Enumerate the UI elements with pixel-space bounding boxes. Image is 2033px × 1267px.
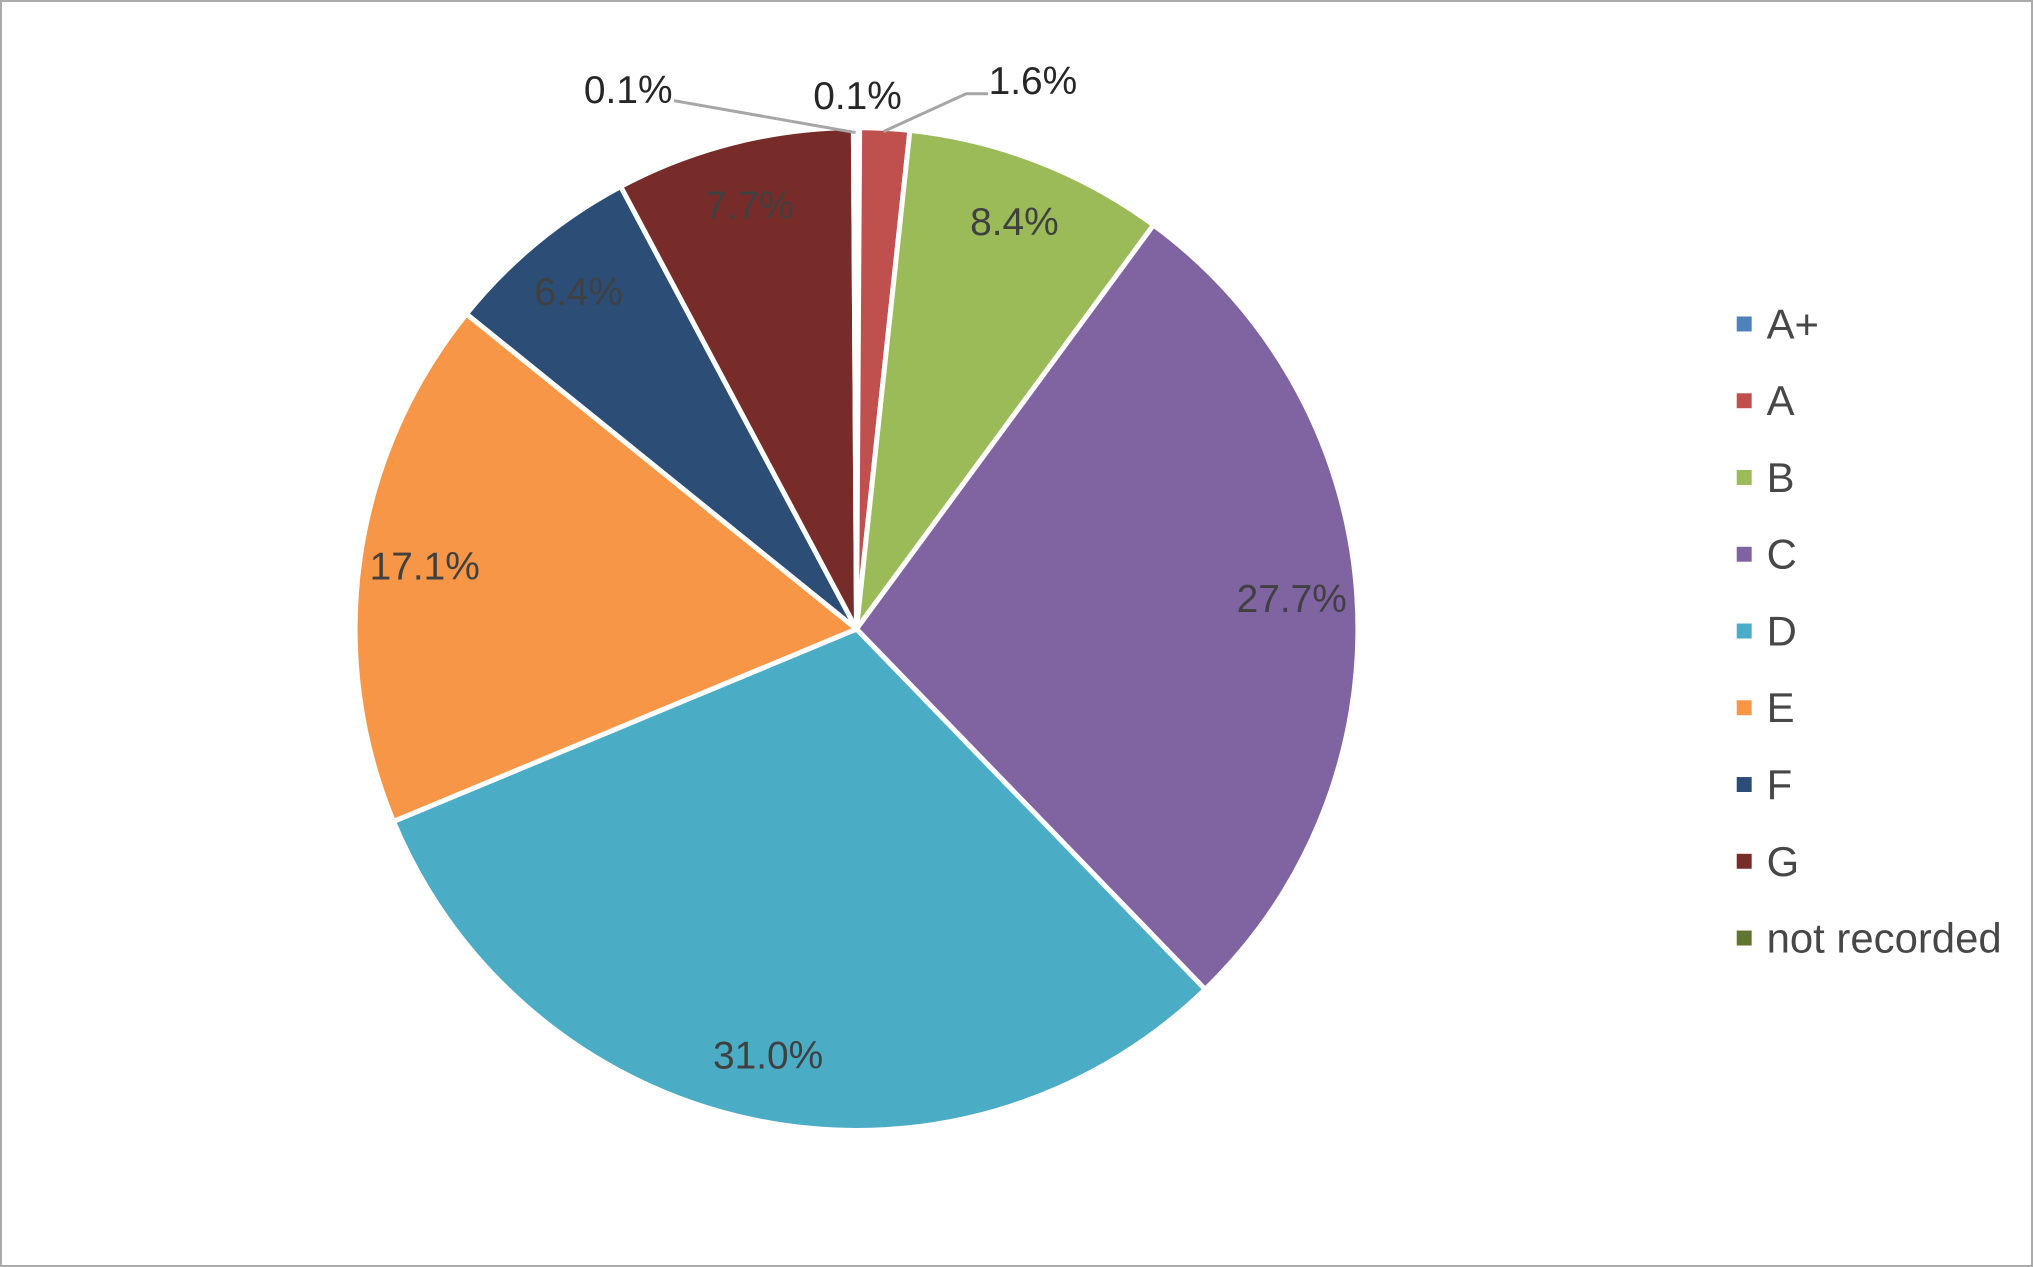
data-labels: 0.1% 1.6% 8.4% 27.7% 31.0% 17.1% 6.4% 7.7% 0.1% <box>370 60 1347 1077</box>
legend-label-A+: A+ <box>1767 300 1819 347</box>
legend-swatch-E <box>1736 700 1752 716</box>
data-label-F: 6.4% <box>534 271 623 314</box>
legend-label-not recorded: not recorded <box>1767 915 2002 962</box>
legend-item-D[interactable]: D <box>1736 608 1797 655</box>
legend-item-not recorded[interactable]: not recorded <box>1736 915 2002 962</box>
legend-label-G: G <box>1767 838 1800 885</box>
data-label-D: 31.0% <box>713 1035 823 1078</box>
legend-swatch-A <box>1736 393 1752 409</box>
legend-swatch-not recorded <box>1736 930 1752 946</box>
pie-slice-not recorded[interactable] <box>850 125 859 632</box>
legend-swatch-D <box>1736 623 1752 639</box>
pie-slice-F[interactable] <box>463 184 859 632</box>
legend-swatch-F <box>1736 777 1752 792</box>
legend-item-B[interactable]: B <box>1736 454 1795 501</box>
pie-slice-B[interactable] <box>854 127 1157 632</box>
legend-item-G[interactable]: G <box>1736 838 1800 885</box>
legend-label-F: F <box>1767 761 1793 808</box>
legend-item-C[interactable]: C <box>1736 531 1797 578</box>
pie-slice-D[interactable] <box>390 626 1208 1133</box>
legend-label-D: D <box>1767 608 1797 655</box>
legend-label-E: E <box>1767 684 1795 731</box>
pie-slices <box>352 125 1361 1133</box>
leader-line-not recorded <box>673 99 856 135</box>
legend-swatch-C <box>1736 546 1752 562</box>
legend-label-A: A <box>1767 377 1795 424</box>
legend-item-A[interactable]: A <box>1736 377 1795 424</box>
data-label-A: 1.6% <box>989 60 1078 103</box>
leader-line-A <box>882 92 989 133</box>
legend-swatch-G <box>1736 853 1752 869</box>
data-label-A+: 0.1% <box>813 75 902 118</box>
data-label-C: 27.7% <box>1237 578 1347 621</box>
pie-slice-C[interactable] <box>854 222 1361 992</box>
legend-item-F[interactable]: F <box>1736 761 1793 808</box>
pie-slice-E[interactable] <box>352 311 859 824</box>
legend-label-C: C <box>1767 531 1797 578</box>
data-label-not recorded: 0.1% <box>584 69 673 112</box>
legend-swatch-B <box>1736 470 1752 485</box>
data-label-E: 17.1% <box>370 545 480 588</box>
legend-item-A+[interactable]: A+ <box>1736 300 1819 347</box>
legend-item-E[interactable]: E <box>1736 684 1795 731</box>
legend-label-B: B <box>1767 454 1795 501</box>
legend-swatch-A+ <box>1736 316 1752 332</box>
data-label-B: 8.4% <box>970 201 1059 244</box>
data-label-G: 7.7% <box>705 185 794 228</box>
